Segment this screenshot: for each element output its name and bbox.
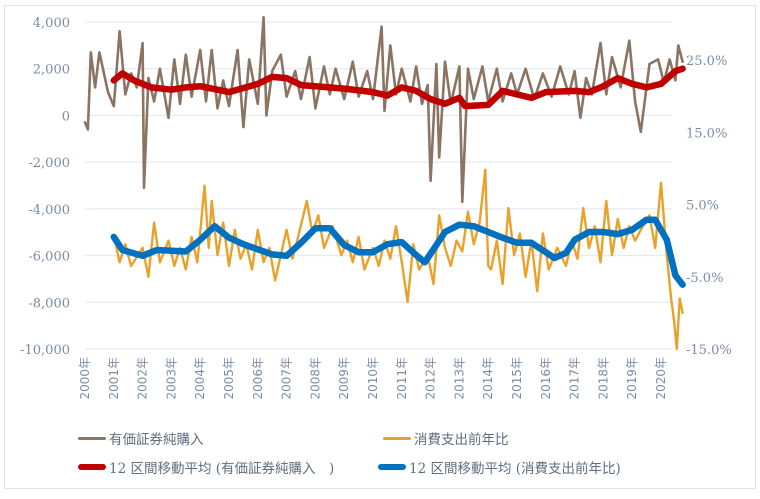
x-tick-label: 2017年 [568, 357, 582, 400]
x-tick-label: 2003年 [164, 357, 178, 400]
x-tick-label: 2011年 [395, 357, 409, 400]
series-line-2 [110, 65, 686, 110]
x-tick-label: 2013年 [452, 357, 466, 400]
legend-label: 有価証券純購入 [109, 432, 204, 448]
series-line-0 [83, 15, 684, 204]
x-tick-label: 2008年 [308, 357, 322, 400]
legend-label: 12 区間移動平均 (有価証券純購入 ) [109, 461, 335, 477]
x-tick-label: 2004年 [193, 357, 207, 400]
x-tick-label: 2020年 [654, 357, 668, 400]
legend-item-securities: 有価証券純購入 [78, 428, 204, 448]
legend-item-consumption-ma: 12 区間移動平均 (消費支出前年比) [378, 457, 621, 477]
legend-item-consumption: 消費支出前年比 [383, 428, 509, 448]
x-tick-label: 2015年 [510, 357, 524, 400]
x-tick-label: 2005年 [222, 357, 236, 400]
legend-label: 12 区間移動平均 (消費支出前年比) [409, 461, 621, 477]
left-tick-label: 4,000 [33, 16, 70, 31]
legend-swatch-red [78, 464, 106, 470]
x-tick-label: 2010年 [366, 357, 380, 400]
x-tick-label: 2002年 [136, 357, 150, 400]
legend-item-securities-ma: 12 区間移動平均 (有価証券純購入 ) [78, 457, 334, 477]
legend-label: 消費支出前年比 [414, 432, 509, 448]
left-tick-label: 0 [62, 109, 70, 124]
left-tick-label: -4,000 [28, 203, 70, 218]
x-tick-label: 2006年 [251, 357, 265, 400]
series-line-3 [110, 216, 686, 288]
x-tick-label: 2001年 [107, 357, 121, 400]
x-tick-label: 2016年 [539, 357, 553, 400]
x-tick-label: 2009年 [337, 357, 351, 400]
left-tick-label: -8,000 [28, 296, 70, 311]
x-tick-label: 2018年 [596, 357, 610, 400]
x-tick-label: 2014年 [481, 357, 495, 400]
right-tick-label: 25.0% [686, 54, 727, 69]
right-tick-label: 5.0% [686, 199, 719, 214]
right-tick-label: -15.0% [686, 343, 732, 358]
left-tick-label: -10,000 [20, 343, 70, 358]
legend-swatch-brown [78, 436, 106, 440]
legend-swatch-blue [378, 464, 406, 470]
x-tick-label: 2007年 [280, 357, 294, 400]
right-tick-label: -5.0% [686, 271, 723, 286]
left-tick-label: -2,000 [28, 156, 70, 171]
x-tick-label: 2000年 [78, 357, 92, 400]
right-tick-label: 15.0% [686, 126, 727, 141]
left-tick-label: -6,000 [28, 250, 70, 265]
left-tick-label: 2,000 [33, 63, 70, 78]
x-tick-label: 2019年 [625, 357, 639, 400]
series-line-1 [112, 168, 684, 351]
x-tick-label: 2012年 [424, 357, 438, 400]
legend-swatch-orange [383, 436, 411, 440]
